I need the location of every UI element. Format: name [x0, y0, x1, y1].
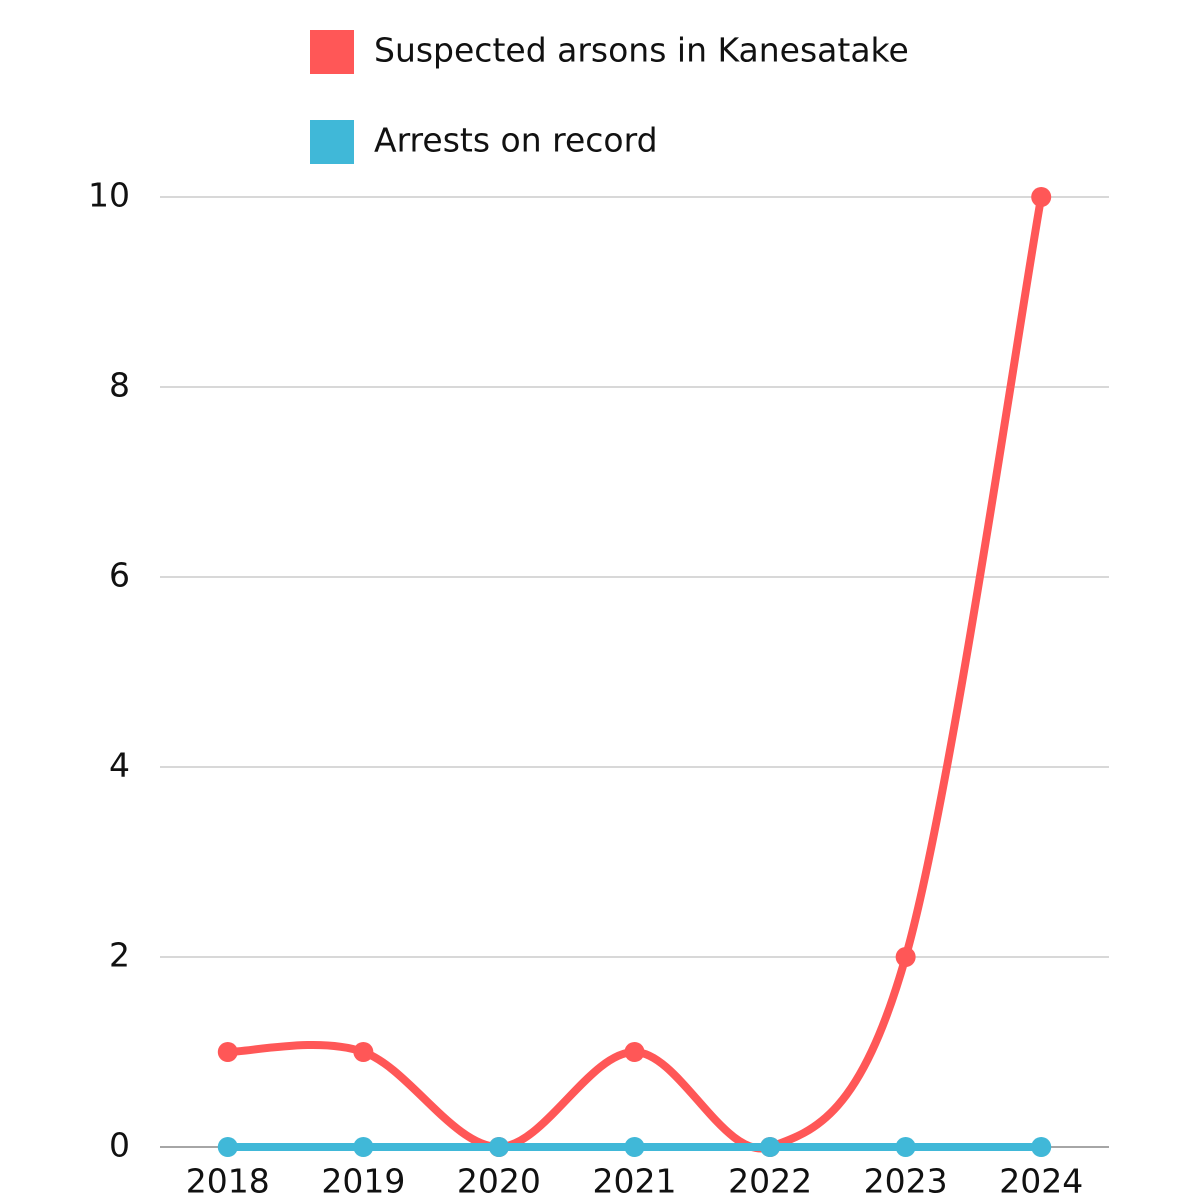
legend-swatch [310, 120, 354, 164]
y-tick-label: 8 [109, 366, 130, 405]
data-point [760, 1137, 781, 1157]
x-tick-label: 2023 [864, 1162, 948, 1200]
x-tick-label: 2018 [186, 1162, 270, 1200]
legend-label: Suspected arsons in Kanesatake [374, 31, 909, 70]
data-point [353, 1042, 374, 1062]
y-tick-label: 6 [109, 556, 130, 595]
data-point [895, 947, 916, 967]
y-tick-label: 2 [109, 936, 130, 975]
x-tick-label: 2020 [457, 1162, 541, 1200]
legend-label: Arrests on record [374, 121, 658, 160]
data-point [895, 1137, 916, 1157]
y-tick-label: 10 [88, 176, 130, 215]
data-point [624, 1042, 645, 1062]
x-tick-label: 2022 [728, 1162, 812, 1200]
x-tick-label: 2019 [321, 1162, 405, 1200]
x-tick-label: 2021 [593, 1162, 677, 1200]
data-point [488, 1137, 509, 1157]
series-line [223, 193, 1046, 1153]
y-tick-label: 0 [109, 1126, 130, 1165]
data-point [217, 1042, 238, 1062]
legend-swatch [310, 30, 354, 74]
data-point [353, 1137, 374, 1157]
y-tick-label: 4 [109, 746, 130, 785]
data-point [1031, 187, 1052, 207]
data-point [217, 1137, 238, 1157]
data-point [624, 1137, 645, 1157]
data-point [1031, 1137, 1052, 1157]
x-tick-label: 2024 [999, 1162, 1083, 1200]
